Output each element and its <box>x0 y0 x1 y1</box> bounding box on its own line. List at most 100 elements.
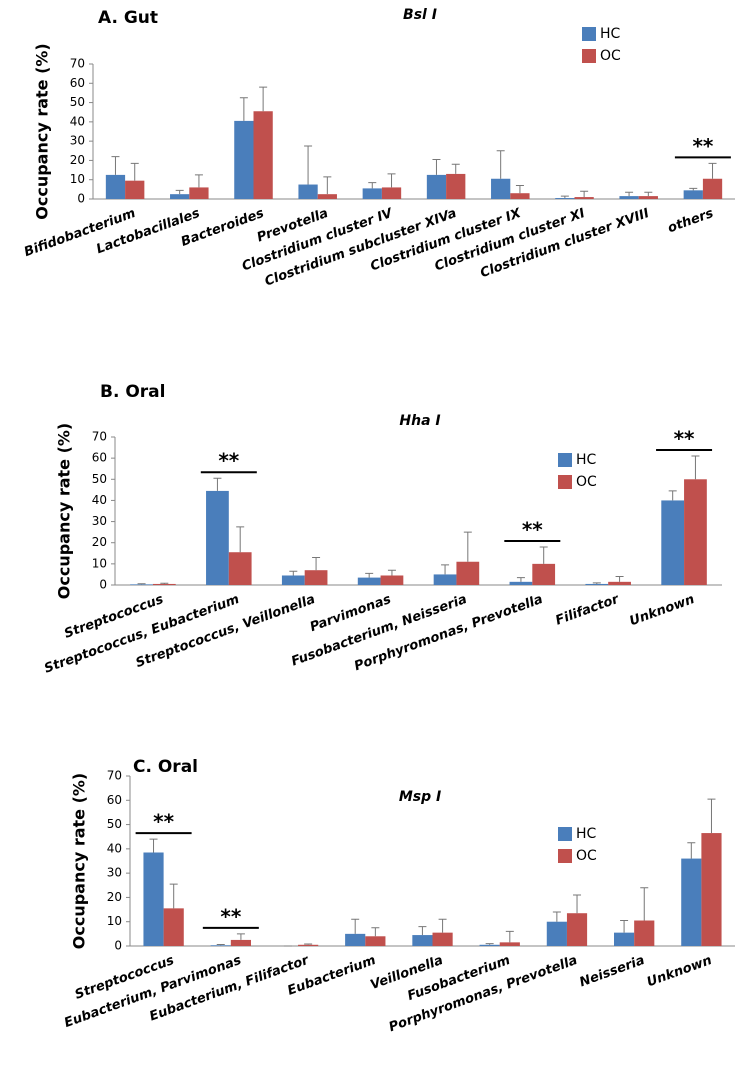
chart-title: Msp I <box>399 789 441 805</box>
bar <box>432 932 453 946</box>
legend-swatch <box>558 849 572 863</box>
error-bar <box>160 582 169 584</box>
y-tick-label: 40 <box>107 841 122 855</box>
error-bar <box>539 546 548 564</box>
significance: ** <box>692 134 713 158</box>
y-tick-label: 50 <box>70 95 85 109</box>
error-bar <box>213 477 222 491</box>
y-tick-label: 70 <box>107 769 122 783</box>
bar <box>702 178 723 199</box>
error-bar <box>505 930 514 943</box>
legend-swatch <box>558 827 572 841</box>
error-bar <box>418 926 427 936</box>
legend-label: HC <box>576 452 597 468</box>
error-bar <box>216 944 225 946</box>
bar <box>574 197 594 199</box>
panel-label: A. Gut <box>98 8 158 28</box>
error-bar <box>644 191 653 197</box>
error-bar <box>259 86 268 112</box>
bar <box>479 944 500 946</box>
bar <box>683 190 703 199</box>
bar <box>532 563 556 585</box>
error-bar <box>515 185 524 194</box>
bar <box>130 584 153 585</box>
bar <box>362 188 382 199</box>
bar <box>210 945 231 946</box>
bar <box>446 173 466 199</box>
bar <box>143 852 164 946</box>
legend-label: OC <box>576 848 597 864</box>
error-bar <box>351 918 360 934</box>
x-tick-label: Unknown <box>628 592 697 629</box>
bar <box>298 944 319 946</box>
error-bar <box>289 570 298 576</box>
bar <box>491 178 511 199</box>
error-bar <box>169 883 178 909</box>
error-bar <box>485 943 494 945</box>
bar <box>426 174 447 199</box>
legend-swatch <box>582 27 596 41</box>
legend-swatch <box>558 475 572 489</box>
error-bar <box>111 156 120 175</box>
error-bar <box>304 145 313 185</box>
error-bar <box>560 195 569 199</box>
y-tick-label: 10 <box>92 556 107 570</box>
bar <box>608 581 631 585</box>
significance: ** <box>153 810 174 834</box>
y-tick-label: 30 <box>70 134 85 148</box>
bar <box>634 920 655 946</box>
error-bar <box>441 564 450 575</box>
chart-title: Hha I <box>399 413 440 429</box>
bar <box>619 196 639 199</box>
bar <box>189 187 209 199</box>
error-bar <box>463 531 472 562</box>
error-bar <box>149 838 158 853</box>
error-bar <box>312 557 321 571</box>
y-tick-label: 40 <box>70 114 85 128</box>
y-tick-label: 20 <box>107 890 122 904</box>
bar <box>125 180 145 199</box>
bar <box>317 194 337 199</box>
error-bar <box>691 455 700 480</box>
error-bar <box>620 920 629 933</box>
error-bar <box>516 577 525 582</box>
significance: ** <box>218 449 239 473</box>
legend-label: HC <box>576 826 597 842</box>
y-tick-label: 60 <box>92 451 107 465</box>
error-bar <box>236 526 245 553</box>
y-tick-label: 10 <box>107 914 122 928</box>
error-bar <box>625 191 634 197</box>
x-tick-label: Neisseria <box>578 953 647 990</box>
error-bar <box>580 190 589 198</box>
bar <box>228 552 252 585</box>
y-tick-label: 50 <box>92 472 107 486</box>
error-bar <box>304 943 313 945</box>
y-tick-label: 60 <box>70 76 85 90</box>
error-bar <box>194 174 203 188</box>
chart: B. Oral Hha I Occupancy rate (%) 0 10 20 30 40 5… <box>42 382 722 677</box>
error-bar <box>573 894 582 914</box>
x-tick-label: others <box>666 206 716 236</box>
x-tick-label: Filifactor <box>554 591 623 628</box>
bar <box>234 120 254 199</box>
error-bar <box>496 150 505 179</box>
bar <box>230 939 251 946</box>
significance: ** <box>522 517 543 541</box>
panel-label: B. Oral <box>100 382 165 402</box>
error-bar <box>239 97 248 121</box>
y-axis-label: Occupancy rate (%) <box>33 43 52 220</box>
error-bar <box>708 162 717 179</box>
legend-label: OC <box>600 48 621 64</box>
bar <box>510 193 530 199</box>
y-tick-label: 10 <box>70 172 85 186</box>
bar <box>614 932 635 946</box>
bar <box>170 194 190 199</box>
bar <box>509 581 533 585</box>
y-tick-label: 50 <box>107 817 122 831</box>
bar <box>281 575 305 585</box>
chart: C. Oral Msp I Occupancy rate (%) 0 10 20 30 40 5… <box>62 757 735 1035</box>
y-tick-label: 70 <box>70 57 85 71</box>
bar <box>345 933 366 946</box>
y-axis-label: Occupancy rate (%) <box>55 423 74 600</box>
